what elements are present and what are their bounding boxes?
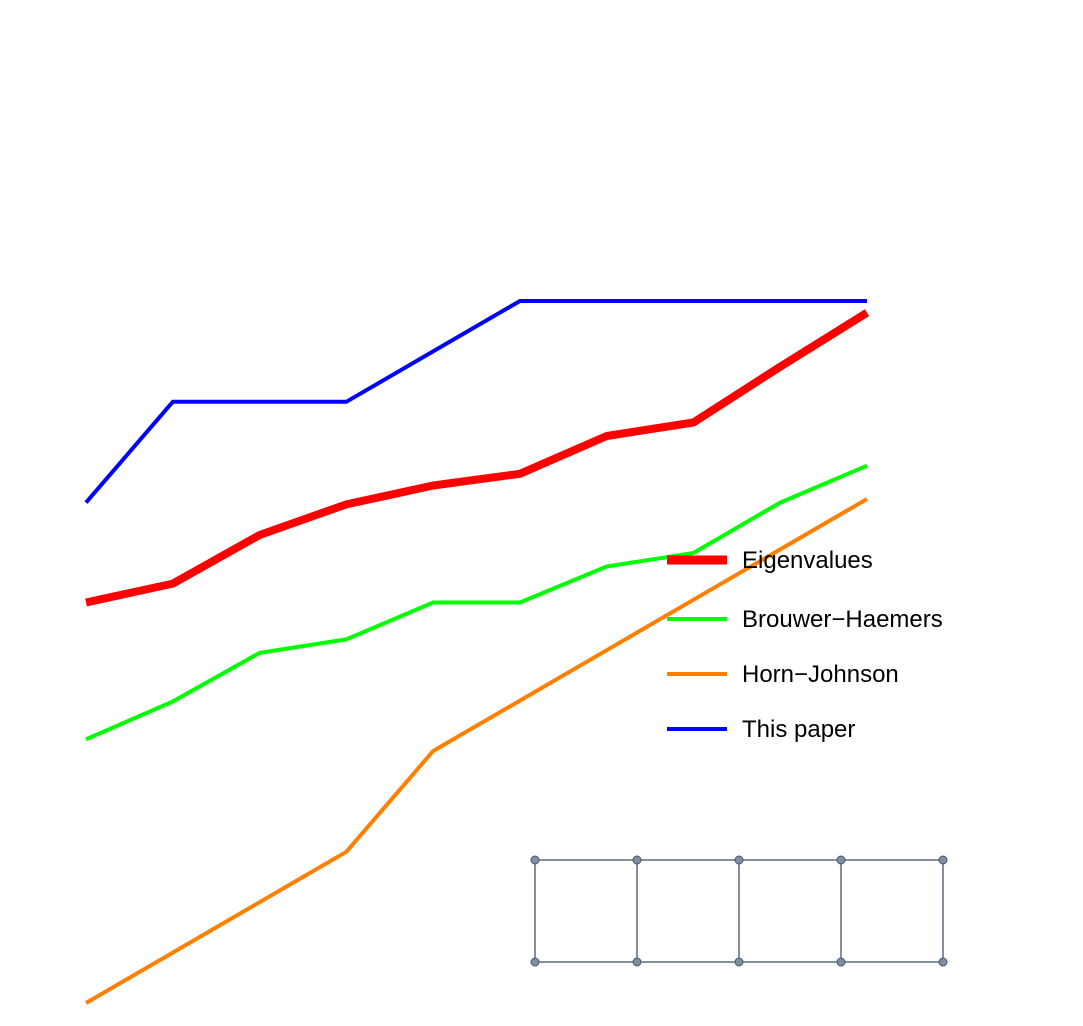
graph-node (734, 957, 744, 967)
legend-label-this-paper: This paper (742, 716, 855, 743)
graph-node (938, 855, 948, 865)
graph-node (836, 957, 846, 967)
graph-node (836, 855, 846, 865)
series-layer (84, 299, 870, 1005)
series-line-eigenvalues (85, 309, 870, 607)
series-line-brouwer-haemers (85, 463, 868, 742)
legend: Eigenvalues Brouwer−Haemers Horn−Johnson Th… (667, 547, 943, 743)
graph-node (530, 957, 540, 967)
ladder-graph-inset (530, 855, 948, 967)
legend-label-eigenvalues: Eigenvalues (742, 547, 873, 574)
graph-node (530, 855, 540, 865)
graph-node (632, 855, 642, 865)
graph-node (734, 855, 744, 865)
graph-node (938, 957, 948, 967)
graph-node (632, 957, 642, 967)
series-line-horn-johnson (84, 497, 869, 1005)
legend-label-horn-johnson: Horn−Johnson (742, 661, 899, 688)
legend-label-brouwer-haemers: Brouwer−Haemers (742, 606, 943, 633)
series-line-this-paper (84, 299, 867, 504)
